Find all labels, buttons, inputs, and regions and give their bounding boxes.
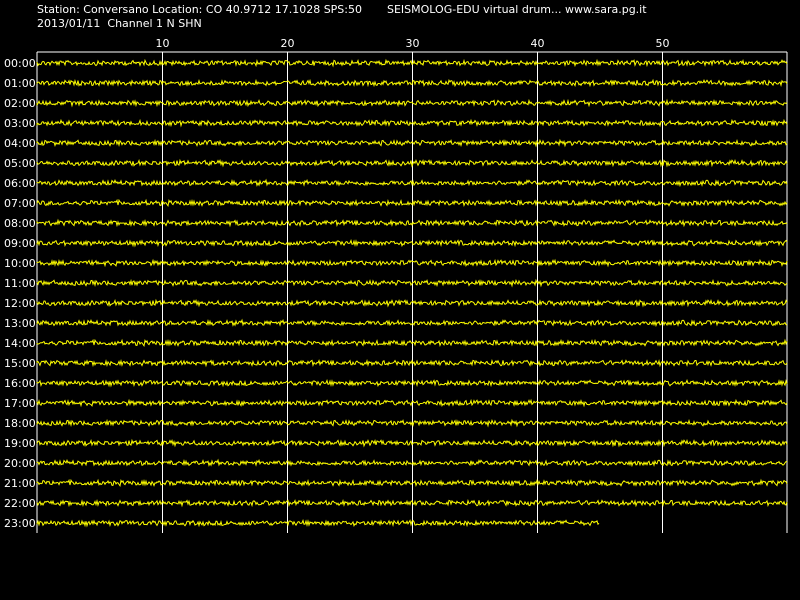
trace-row-1200 [36, 298, 788, 308]
trace-row-1000 [36, 258, 788, 268]
row-label-1900: 19:00 [4, 437, 36, 450]
row-label-0700: 07:00 [4, 197, 36, 210]
trace-row-1300 [36, 318, 788, 328]
trace-row-1500 [36, 358, 788, 368]
trace-row-0300 [36, 118, 788, 128]
trace-row-0000 [36, 58, 788, 68]
x-tick-label-10: 10 [156, 37, 170, 50]
row-labels: 00:00 01:00 02:00 03:00 04:00 05:00 06:00 07:00… [4, 57, 36, 530]
grid-layer [36, 51, 788, 533]
trace-row-1600 [36, 378, 788, 388]
x-tick-label-40: 40 [531, 37, 545, 50]
row-label-1500: 15:00 [4, 357, 36, 370]
row-label-0500: 05:00 [4, 157, 36, 170]
trace-row-1800 [36, 418, 788, 428]
row-label-1700: 17:00 [4, 397, 36, 410]
row-label-1300: 13:00 [4, 317, 36, 330]
trace-row-1100 [36, 278, 788, 288]
row-label-2100: 21:00 [4, 477, 36, 490]
trace-row-0200 [36, 98, 788, 108]
trace-row-0800 [36, 218, 788, 228]
trace-row-0600 [36, 178, 788, 188]
trace-row-1900 [36, 438, 788, 448]
trace-row-1700 [36, 398, 788, 408]
trace-row-0900 [36, 238, 788, 248]
row-label-0300: 03:00 [4, 117, 36, 130]
row-label-1100: 11:00 [4, 277, 36, 290]
row-label-1200: 12:00 [4, 297, 36, 310]
row-label-1600: 16:00 [4, 377, 36, 390]
row-label-0200: 02:00 [4, 97, 36, 110]
row-label-1800: 18:00 [4, 417, 36, 430]
row-label-2300: 23:00 [4, 517, 36, 530]
x-tick-labels: 10 20 30 40 50 [156, 37, 670, 50]
trace-row-2300 [36, 518, 600, 528]
trace-layer [36, 58, 788, 528]
date-channel-text: 2013/01/11 Channel 1 N SHN [37, 17, 202, 30]
row-label-0600: 06:00 [4, 177, 36, 190]
x-tick-label-20: 20 [281, 37, 295, 50]
row-label-0000: 00:00 [4, 57, 36, 70]
trace-row-0400 [36, 138, 788, 148]
trace-row-2200 [36, 498, 788, 508]
x-tick-label-30: 30 [406, 37, 420, 50]
row-label-1000: 10:00 [4, 257, 36, 270]
trace-row-2100 [36, 478, 788, 488]
trace-row-0500 [36, 158, 788, 168]
row-label-0400: 04:00 [4, 137, 36, 150]
row-label-1400: 14:00 [4, 337, 36, 350]
x-tick-label-50: 50 [656, 37, 670, 50]
trace-row-0100 [36, 78, 788, 88]
trace-row-2000 [36, 458, 788, 468]
station-info-text: Station: Conversano Location: CO 40.9712… [37, 3, 362, 16]
row-label-0100: 01:00 [4, 77, 36, 90]
trace-row-1400 [36, 338, 788, 348]
row-label-0800: 08:00 [4, 217, 36, 230]
app-brand-text: SEISMOLOG-EDU virtual drum... www.sara.p… [387, 3, 647, 16]
trace-row-0700 [36, 198, 788, 208]
row-label-0900: 09:00 [4, 237, 36, 250]
row-label-2000: 20:00 [4, 457, 36, 470]
row-label-2200: 22:00 [4, 497, 36, 510]
